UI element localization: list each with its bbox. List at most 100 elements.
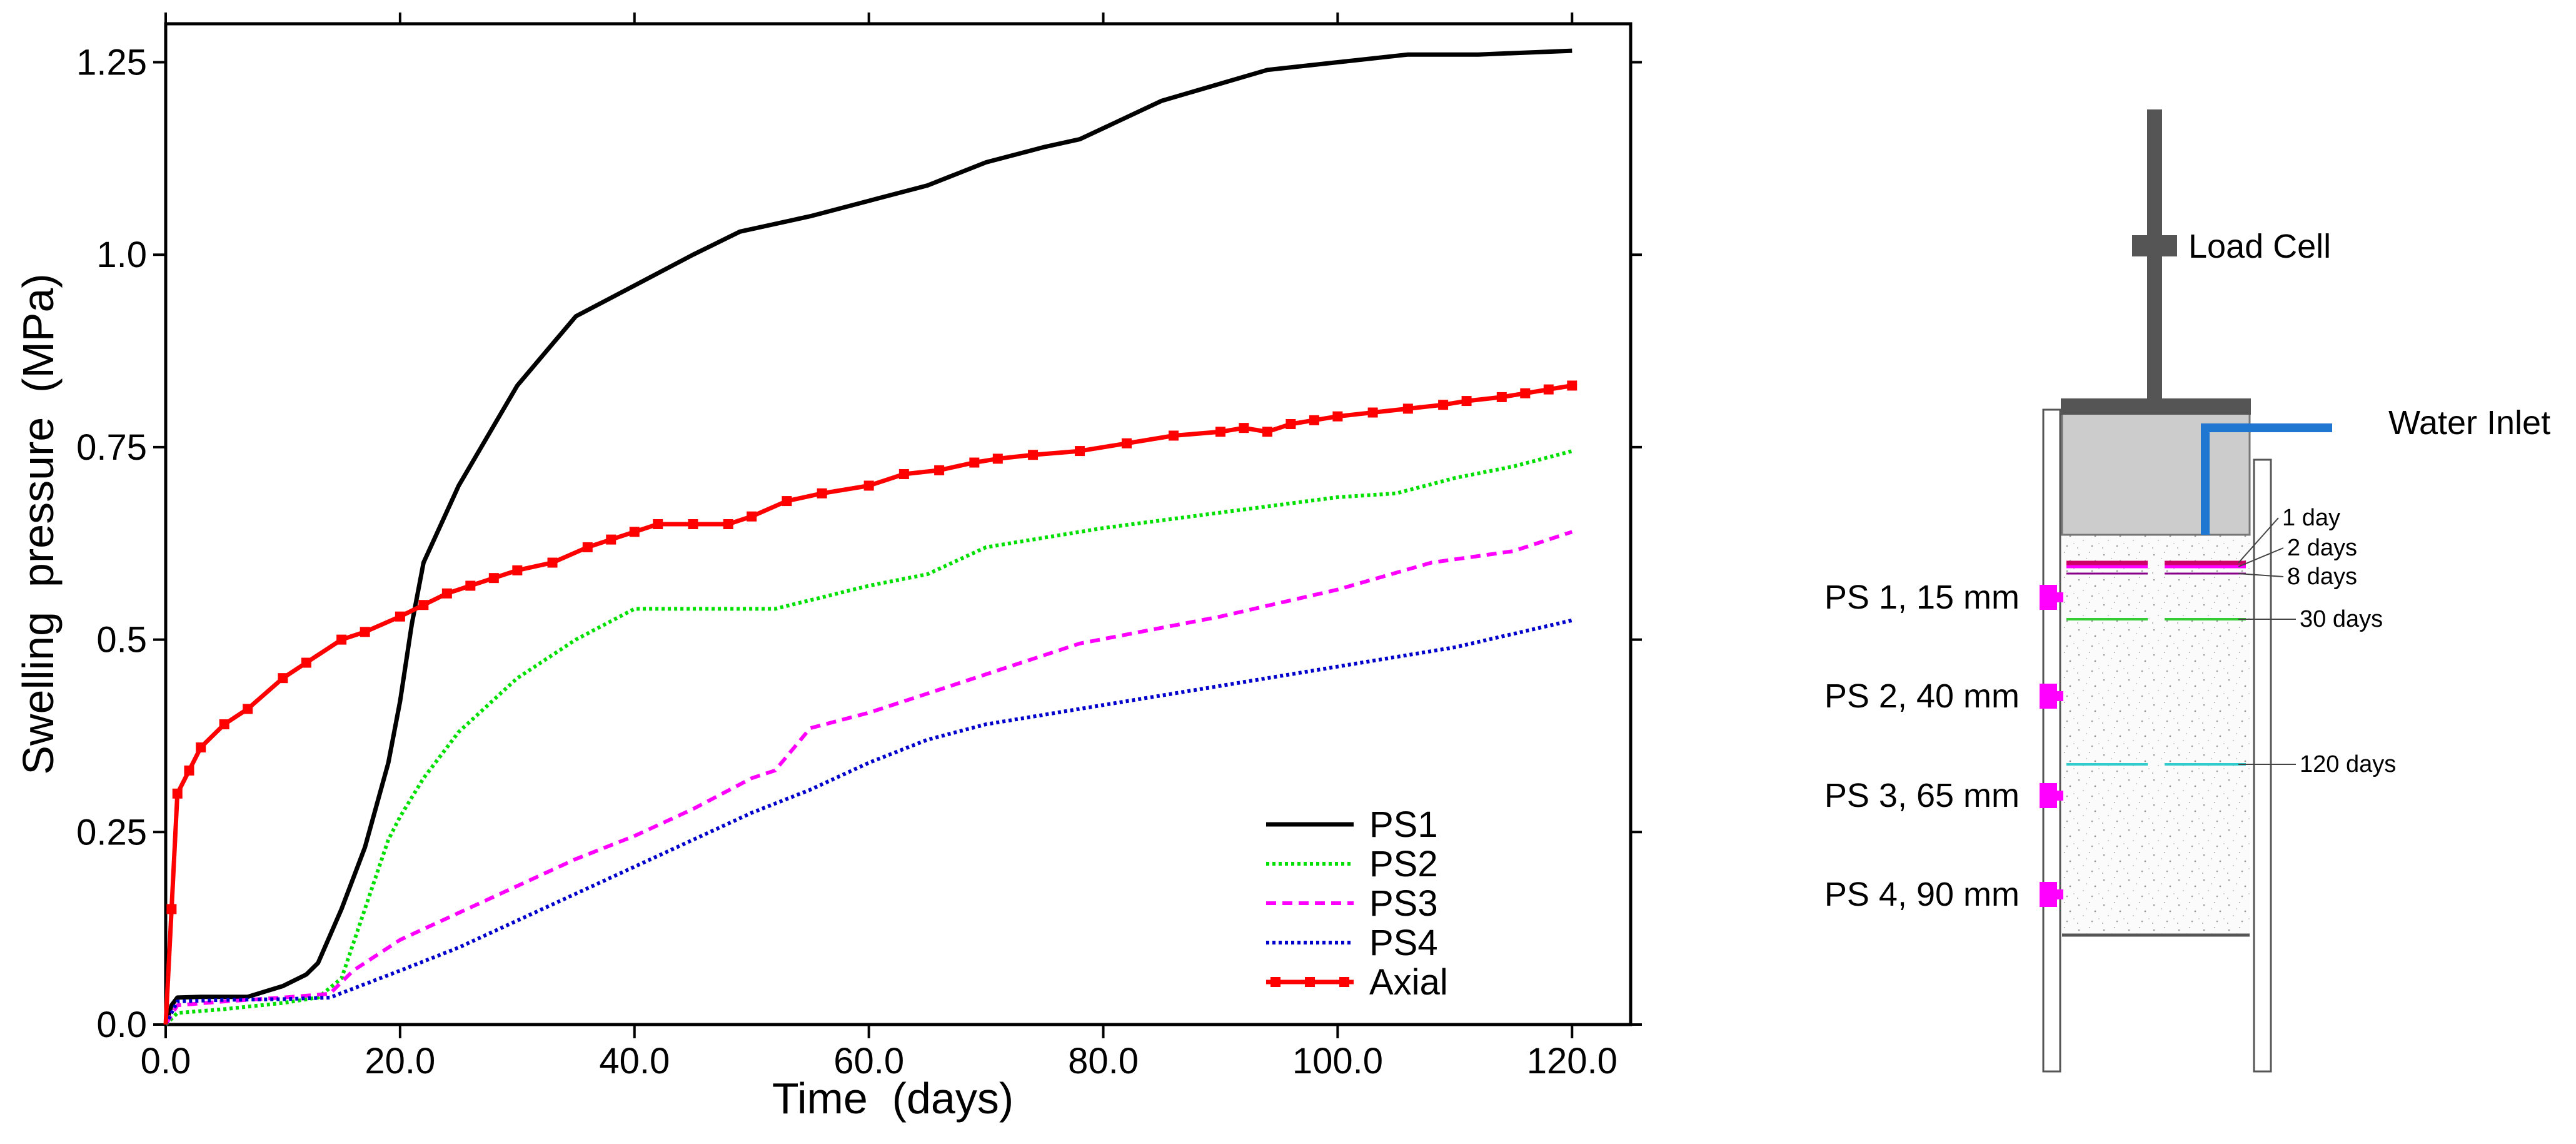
axial-marker xyxy=(1567,380,1577,391)
front-label: 2 days xyxy=(2287,535,2357,561)
axial-marker xyxy=(606,534,616,545)
front-label: 120 days xyxy=(2300,751,2396,777)
axial-marker xyxy=(1239,423,1249,433)
top-plate xyxy=(2061,398,2251,415)
load-cell xyxy=(2132,235,2177,256)
axial-marker xyxy=(166,904,177,914)
clay-sample xyxy=(2062,535,2250,935)
sensor-label: PS 2, 40 mm xyxy=(1824,677,2020,715)
legend-marker xyxy=(1305,977,1315,987)
legend-label: PS3 xyxy=(1369,883,1438,924)
series-layer xyxy=(163,48,1577,1026)
front-label: 1 day xyxy=(2282,505,2340,531)
pressure-sensors: PS 1, 15 mm PS 2, 40 mm PS 3, 65 mm PS 4, 9… xyxy=(1824,579,2063,913)
legend-label: Axial xyxy=(1369,962,1448,1003)
axial-marker xyxy=(1520,388,1531,398)
test-cell-diagram: Load Cell Water Inlet 1 day 2 days 8 days 3… xyxy=(1824,109,2550,1073)
legend-label: PS1 xyxy=(1369,804,1438,845)
axial-marker xyxy=(747,511,757,522)
axial-marker xyxy=(863,480,874,491)
pressure-sensor-tip xyxy=(2056,791,2063,801)
axial-marker xyxy=(1168,430,1179,441)
water-inlet-pipe xyxy=(2201,423,2332,535)
series-line-ps3 xyxy=(164,530,1573,1026)
axial-marker xyxy=(898,469,909,479)
pressure-sensor xyxy=(2040,882,2057,907)
y-tick-label: 0.0 xyxy=(96,1005,147,1045)
legend-label: PS2 xyxy=(1369,844,1438,884)
axial-marker xyxy=(219,719,229,729)
pressure-sensor-tip xyxy=(2056,691,2063,701)
front-leader xyxy=(2238,547,2284,567)
axial-marker xyxy=(196,742,206,752)
load-cell-label: Load Cell xyxy=(2188,228,2331,265)
swelling-pressure-chart: 0.0 20.0 40.0 60.0 80.0 100.0 120.0 0.0 0.25 0.5… xyxy=(14,13,1642,1123)
axial-marker xyxy=(629,527,640,537)
axial-marker xyxy=(1122,438,1132,448)
axial-marker xyxy=(184,765,194,776)
axial-marker xyxy=(1496,392,1507,402)
y-axis-title: Swelling pressure (MPa) xyxy=(14,273,63,774)
axial-marker xyxy=(1075,446,1085,457)
axial-marker xyxy=(1367,407,1378,418)
series-line-ps4 xyxy=(164,618,1572,1026)
series-line-ps1 xyxy=(163,48,1572,1026)
axial-marker xyxy=(1285,419,1296,429)
y-tick-label: 0.5 xyxy=(96,620,147,661)
axial-marker xyxy=(582,542,593,552)
plot-frame xyxy=(164,22,1633,1026)
axial-marker xyxy=(512,565,523,575)
y-axis-ticks: 0.0 0.25 0.5 0.75 1.0 1.25 xyxy=(76,43,1642,1045)
x-tick-label: 20.0 xyxy=(365,1041,435,1081)
axial-marker xyxy=(301,657,311,668)
axial-marker xyxy=(723,519,733,529)
left-wall xyxy=(2042,408,2061,1073)
x-tick-label: 40.0 xyxy=(599,1041,670,1081)
x-tick-label: 0.0 xyxy=(141,1041,191,1081)
x-tick-label: 120.0 xyxy=(1527,1041,1618,1081)
axial-marker xyxy=(243,704,253,714)
axial-marker xyxy=(418,600,429,610)
wetting-fronts: 1 day 2 days 8 days 30 days 120 days xyxy=(2066,505,2396,777)
axial-marker xyxy=(688,519,698,529)
x-tick-label: 100.0 xyxy=(1292,1041,1383,1081)
front-label: 8 days xyxy=(2287,564,2357,590)
pressure-sensor xyxy=(2040,684,2057,709)
axial-marker xyxy=(488,573,499,584)
axial-marker xyxy=(817,488,827,499)
right-wall xyxy=(2253,458,2272,1073)
axial-marker xyxy=(653,519,663,529)
axial-marker xyxy=(278,673,288,684)
front-leader xyxy=(2238,517,2279,564)
axial-marker xyxy=(465,580,476,591)
axial-marker xyxy=(547,557,558,568)
axial-marker xyxy=(1215,427,1225,437)
axial-marker xyxy=(1402,403,1413,414)
axial-marker xyxy=(172,788,183,799)
y-tick-label: 1.0 xyxy=(96,235,147,275)
water-inlet-label: Water Inlet xyxy=(2388,404,2550,442)
legend-marker xyxy=(1339,977,1349,987)
front-label: 30 days xyxy=(2300,606,2383,632)
pressure-sensor xyxy=(2040,783,2057,808)
series-line-ps2 xyxy=(164,449,1573,1026)
x-tick-label: 80.0 xyxy=(1068,1041,1139,1081)
axial-marker xyxy=(1028,450,1039,460)
x-tick-label: 60.0 xyxy=(833,1041,904,1081)
pressure-sensor-tip xyxy=(2056,592,2063,602)
x-axis-ticks: 0.0 20.0 40.0 60.0 80.0 100.0 120.0 xyxy=(141,13,1618,1081)
y-tick-label: 0.75 xyxy=(76,427,147,468)
sensor-label: PS 3, 65 mm xyxy=(1824,777,2020,814)
axial-marker xyxy=(782,496,792,507)
axial-marker xyxy=(441,588,452,599)
y-tick-label: 0.25 xyxy=(76,812,147,853)
axial-marker xyxy=(1309,415,1319,425)
axial-marker xyxy=(1461,396,1472,407)
sensor-label: PS 1, 15 mm xyxy=(1824,579,2020,616)
x-axis-title: Time (days) xyxy=(772,1074,1014,1123)
y-tick-label: 1.25 xyxy=(76,43,147,83)
front-leader xyxy=(2238,573,2284,577)
pressure-sensor xyxy=(2040,585,2057,610)
